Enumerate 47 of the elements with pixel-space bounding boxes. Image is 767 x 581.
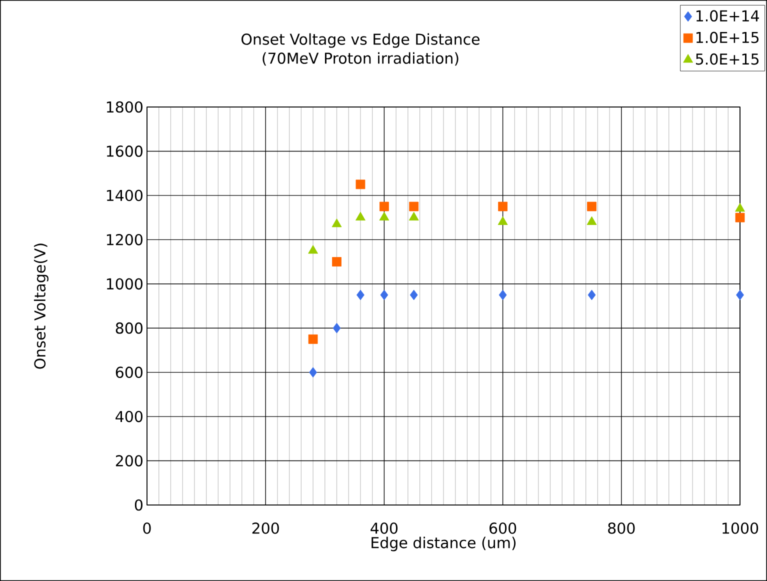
- point: [308, 334, 318, 344]
- point: [380, 290, 388, 300]
- x-tick-label: 200: [252, 522, 279, 534]
- legend-label: 1.0E+15: [696, 32, 758, 44]
- x-tick-label: 400: [370, 522, 398, 534]
- x-axis-title: Edge distance (um): [372, 536, 516, 552]
- point: [586, 216, 597, 225]
- point: [498, 216, 508, 225]
- x-tick-label: 1000: [722, 522, 758, 534]
- point: [356, 180, 366, 190]
- y-tick-label: 1400: [106, 190, 142, 202]
- point: [587, 202, 596, 212]
- y-tick-label: 800: [116, 322, 142, 334]
- chart-title: Onset Voltage vs Edge Distance: [242, 33, 480, 48]
- y-tick-label: 1600: [106, 146, 142, 157]
- point: [736, 290, 744, 300]
- x-tick-label: 600: [490, 522, 516, 534]
- point: [410, 290, 418, 300]
- point: [408, 212, 419, 221]
- point: [409, 202, 419, 212]
- y-tick-label: 600: [116, 366, 142, 378]
- legend-label: 1.0E+14: [696, 10, 759, 22]
- x-tick-label: 0: [143, 522, 151, 534]
- point: [735, 203, 745, 212]
- point: [588, 290, 596, 300]
- chart-subtitle: (70MeV Proton irradiation): [262, 52, 458, 66]
- point: [309, 367, 317, 378]
- point: [379, 212, 390, 221]
- y-tick-label: 0: [134, 499, 142, 511]
- point: [498, 290, 507, 300]
- point: [308, 245, 318, 254]
- point: [735, 212, 745, 222]
- y-tick-label: 1800: [106, 101, 142, 113]
- point: [356, 290, 364, 300]
- y-tick-label: 400: [116, 410, 142, 422]
- point: [380, 202, 389, 212]
- point: [332, 218, 342, 228]
- y-tick-label: 1000: [106, 278, 142, 290]
- y-tick-label: 200: [116, 455, 142, 466]
- point: [356, 212, 366, 221]
- point: [498, 202, 508, 212]
- point: [332, 257, 342, 266]
- y-tick-label: 1200: [106, 234, 142, 246]
- y-axis-title: Onset Voltage(V): [34, 244, 48, 369]
- x-tick-label: 800: [608, 522, 635, 534]
- legend-label: 5.0E+15: [696, 53, 758, 65]
- point: [332, 322, 341, 334]
